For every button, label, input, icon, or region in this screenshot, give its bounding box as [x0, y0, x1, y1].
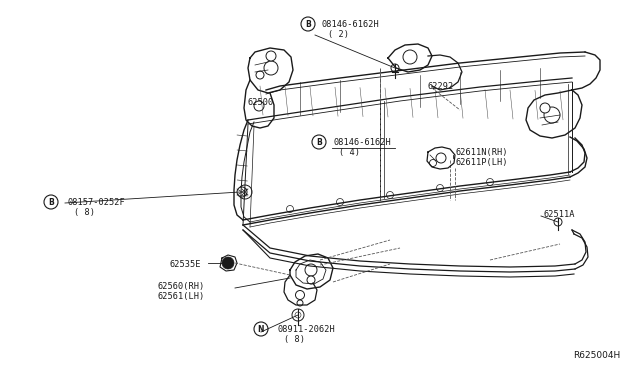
- Text: 62611N(RH): 62611N(RH): [455, 148, 508, 157]
- Text: 62611P(LH): 62611P(LH): [455, 158, 508, 167]
- Circle shape: [295, 312, 301, 318]
- Circle shape: [44, 195, 58, 209]
- Text: ( 8): ( 8): [284, 335, 305, 344]
- Circle shape: [292, 309, 304, 321]
- Circle shape: [301, 17, 315, 31]
- Text: 62292: 62292: [428, 82, 454, 91]
- Circle shape: [237, 187, 247, 197]
- Circle shape: [287, 205, 294, 212]
- Text: R625004H: R625004H: [573, 351, 620, 360]
- Text: 08911-2062H: 08911-2062H: [278, 325, 336, 334]
- Text: 62535E: 62535E: [170, 260, 202, 269]
- Text: N: N: [258, 324, 264, 334]
- Text: ( 2): ( 2): [328, 30, 349, 39]
- Circle shape: [387, 192, 394, 199]
- Circle shape: [297, 300, 303, 306]
- Text: 08146-6162H: 08146-6162H: [322, 20, 380, 29]
- Circle shape: [254, 101, 264, 111]
- Text: ( 8): ( 8): [74, 208, 95, 217]
- Circle shape: [266, 51, 276, 61]
- Circle shape: [391, 64, 399, 72]
- Circle shape: [436, 185, 444, 192]
- Circle shape: [307, 276, 315, 284]
- Circle shape: [403, 50, 417, 64]
- Circle shape: [264, 61, 278, 75]
- Circle shape: [544, 107, 560, 123]
- Text: 08146-6162H: 08146-6162H: [333, 138, 391, 147]
- Circle shape: [312, 135, 326, 149]
- Text: B: B: [316, 138, 322, 147]
- Text: 62561(LH): 62561(LH): [158, 292, 205, 301]
- Circle shape: [540, 103, 550, 113]
- Circle shape: [436, 153, 446, 163]
- Text: 62511A: 62511A: [543, 210, 575, 219]
- Text: 08157-0252F: 08157-0252F: [68, 198, 125, 207]
- Text: B: B: [48, 198, 54, 206]
- Circle shape: [337, 199, 344, 205]
- Circle shape: [429, 160, 436, 167]
- Circle shape: [554, 218, 562, 226]
- Circle shape: [305, 264, 317, 276]
- Circle shape: [222, 257, 234, 269]
- Circle shape: [486, 179, 493, 186]
- Text: B: B: [305, 19, 311, 29]
- Circle shape: [256, 71, 264, 79]
- Text: ( 4): ( 4): [339, 148, 360, 157]
- Circle shape: [254, 322, 268, 336]
- Text: 62560(RH): 62560(RH): [158, 282, 205, 291]
- Text: 62500: 62500: [248, 98, 275, 107]
- Circle shape: [238, 185, 252, 199]
- Circle shape: [296, 291, 305, 299]
